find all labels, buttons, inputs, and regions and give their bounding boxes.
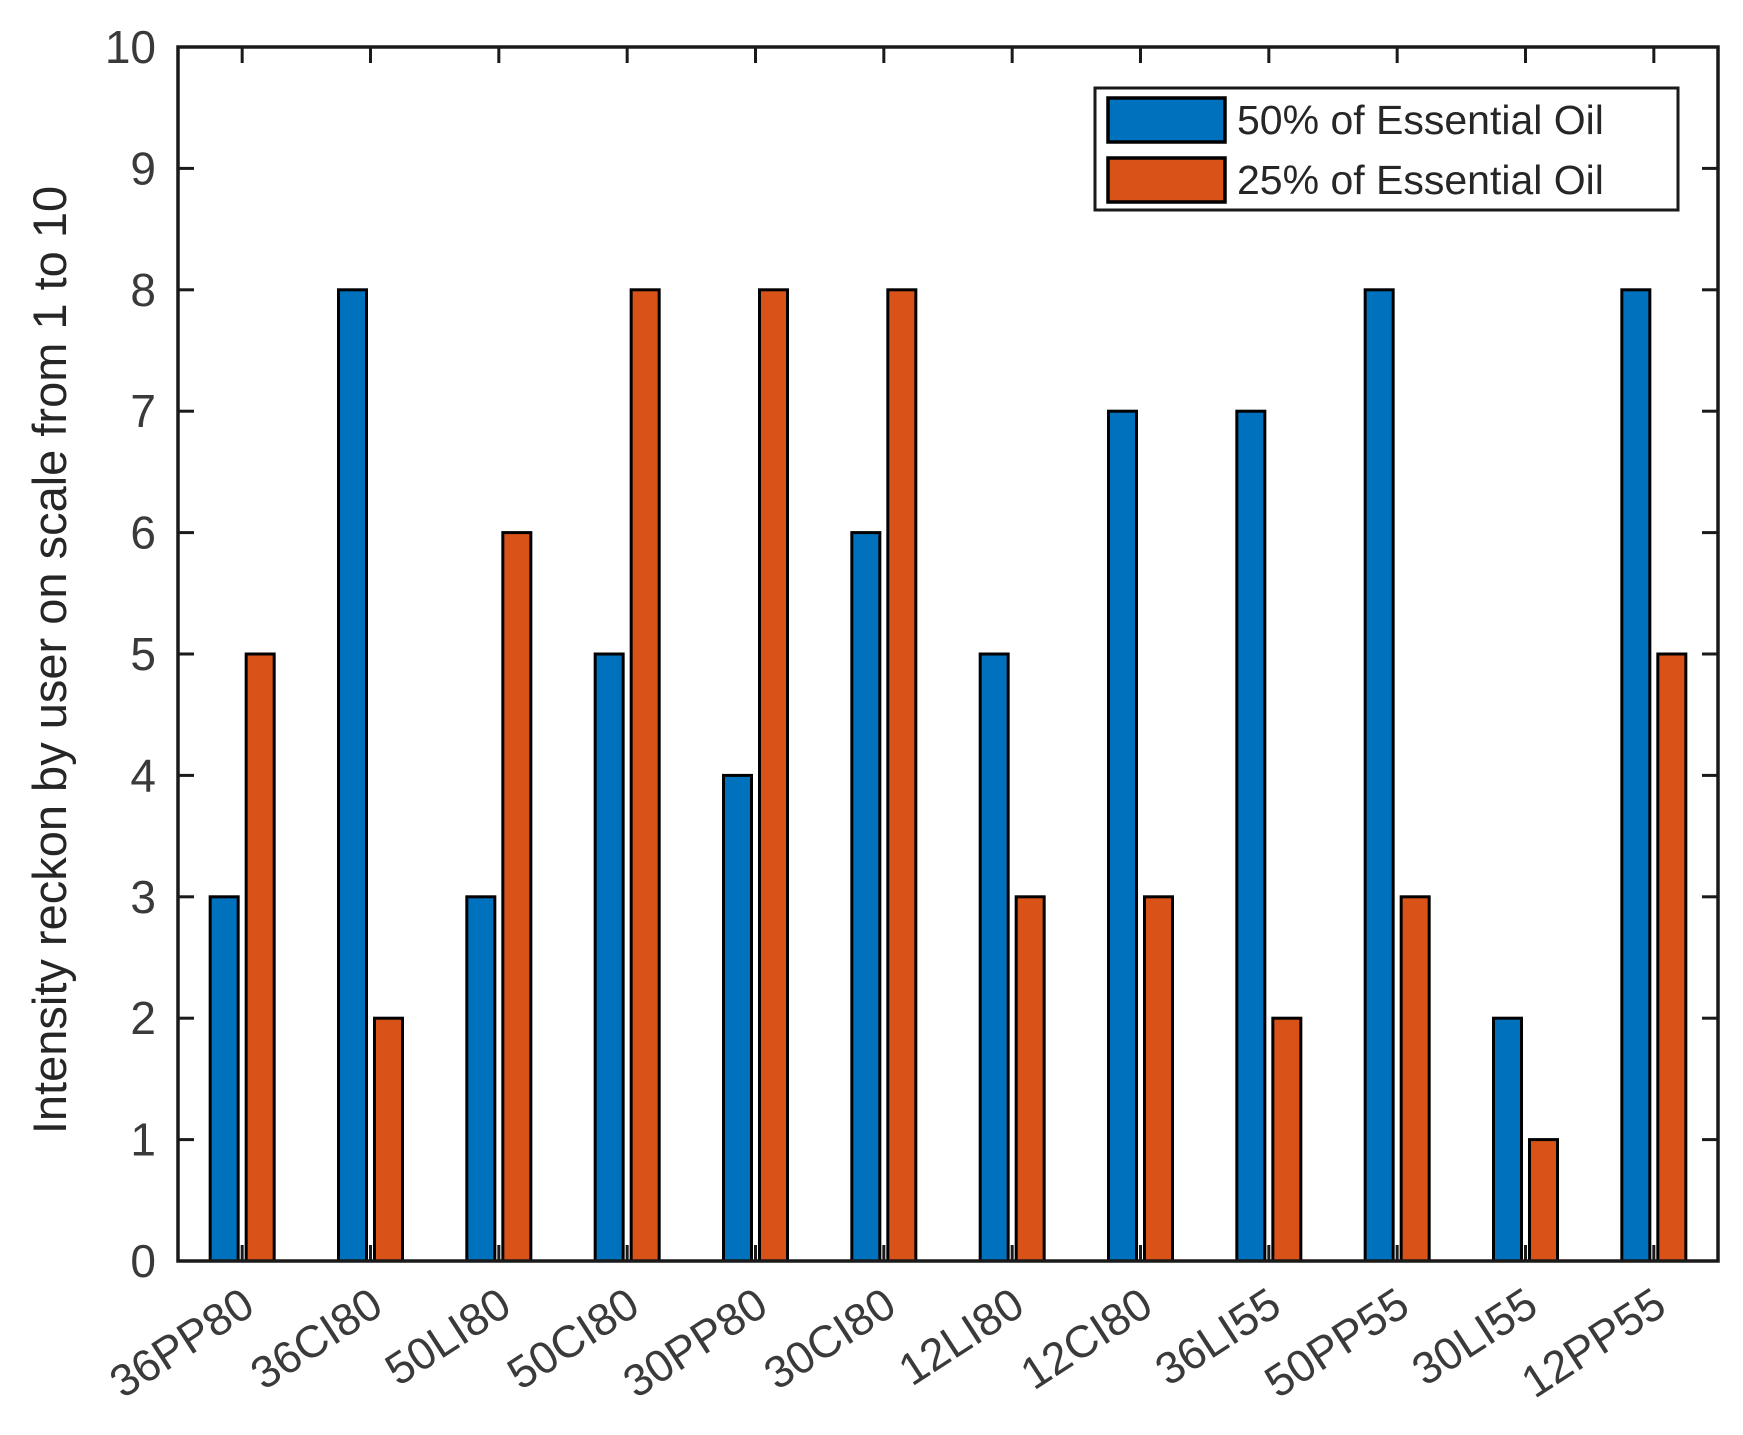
y-tick-label: 1 (130, 1114, 156, 1166)
bar-50PP55-series1 (1399, 895, 1431, 1263)
x-tick-label: 36CI80 (241, 1278, 390, 1400)
legend: 50% of Essential Oil 25% of Essential Oi… (1093, 86, 1680, 212)
bar-50LI80-series1 (501, 531, 533, 1263)
bar-30PP80-series0 (722, 773, 753, 1263)
bar-30CI80-series1 (886, 288, 918, 1263)
bar-50PP55-series0 (1363, 288, 1395, 1263)
bar-50LI80-series0 (465, 895, 497, 1263)
x-tick-label: 12CI80 (1011, 1278, 1160, 1400)
y-tick-label: 3 (130, 871, 156, 923)
x-tick-label: 50PP55 (1256, 1278, 1418, 1408)
y-tick-label: 5 (130, 628, 156, 680)
bar-12PP55-series0 (1620, 288, 1652, 1263)
bar-12LI80-series0 (978, 652, 1010, 1263)
x-tick-label: 50LI80 (376, 1278, 519, 1396)
axis-box (176, 45, 1720, 1263)
y-tick-label: 8 (130, 264, 156, 316)
y-tick-label: 9 (130, 142, 156, 194)
y-tick-label: 10 (105, 21, 156, 73)
y-tick-label: 7 (130, 385, 156, 437)
legend-swatch-25pct (1106, 156, 1227, 204)
y-tick-label: 6 (130, 507, 156, 559)
bar-12CI80-series1 (1143, 895, 1174, 1263)
bar-30PP80-series1 (758, 288, 789, 1263)
x-tick-label: 12PP55 (1512, 1278, 1674, 1408)
bar-30CI80-series0 (850, 531, 882, 1263)
x-tick-label: 30PP80 (614, 1278, 776, 1408)
bar-12LI80-series1 (1014, 895, 1046, 1263)
legend-label-50pct: 50% of Essential Oil (1237, 97, 1604, 143)
x-tick-label: 36PP80 (101, 1278, 263, 1408)
x-tick-label: 30CI80 (755, 1278, 904, 1400)
bar-36LI55-series1 (1271, 1016, 1303, 1263)
y-tick-label: 2 (130, 992, 156, 1044)
bar-36PP80-series1 (244, 652, 276, 1263)
bar-12PP55-series1 (1656, 652, 1688, 1263)
bar-12CI80-series0 (1107, 409, 1138, 1263)
bar-30LI55-series1 (1528, 1138, 1559, 1263)
bar-36CI80-series0 (337, 288, 368, 1263)
bar-50CI80-series1 (629, 288, 661, 1263)
bar-36PP80-series0 (208, 895, 240, 1263)
bar-30LI55-series0 (1492, 1016, 1523, 1263)
y-tick-label: 0 (130, 1235, 156, 1287)
bar-36LI55-series0 (1235, 409, 1267, 1263)
bar-36CI80-series1 (373, 1016, 404, 1263)
legend-swatch-50pct (1106, 96, 1227, 144)
axes-background (178, 47, 1718, 1261)
x-tick-label: 12LI80 (889, 1278, 1032, 1396)
y-axis-label: Intensity reckon by user on scale from 1… (23, 186, 76, 1134)
legend-label-25pct: 25% of Essential Oil (1237, 157, 1604, 203)
y-tick-label: 4 (130, 749, 156, 801)
bar-50CI80-series0 (593, 652, 625, 1263)
